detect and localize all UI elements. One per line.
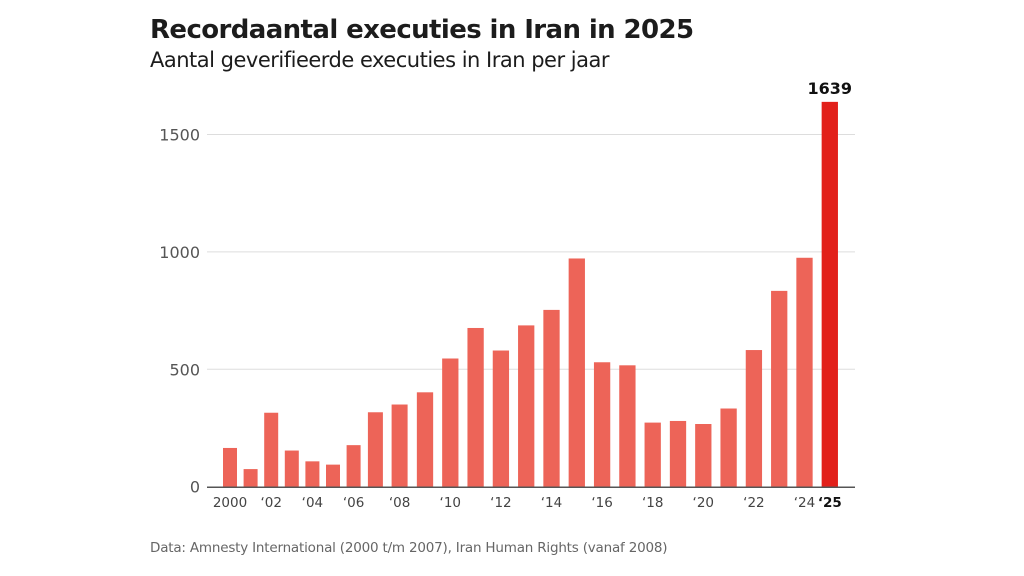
bar-2018 — [644, 422, 661, 487]
highlight-value-label: 1639 — [808, 79, 853, 98]
bar-2005 — [326, 464, 340, 487]
x-tick-label: ‘18 — [642, 495, 663, 511]
y-tick-label: 0 — [190, 478, 200, 497]
x-tick-label: ‘02 — [260, 495, 281, 511]
bar-2021 — [720, 408, 737, 487]
bar-2025 — [821, 101, 838, 487]
bar-2017 — [619, 365, 636, 487]
x-tick-label: ‘14 — [541, 495, 562, 511]
bar-2024 — [796, 257, 813, 487]
bar-2020 — [695, 424, 712, 487]
bar-2019 — [669, 420, 687, 487]
x-tick-label: ‘16 — [591, 495, 612, 511]
bar-2012 — [492, 350, 510, 487]
value-labels: 1639 — [808, 79, 853, 98]
bar-2022 — [745, 350, 763, 487]
y-tick-label: 1500 — [159, 126, 200, 145]
bar-2009 — [416, 392, 434, 487]
bar-2010 — [442, 358, 459, 487]
x-tick-label: ‘06 — [343, 495, 364, 511]
bar-2004 — [305, 461, 320, 487]
bar-2023 — [771, 290, 788, 487]
y-tick-label: 500 — [169, 360, 200, 379]
x-tick-label: ‘04 — [302, 495, 323, 511]
chart-title: Recordaantal executies in Iran in 2025 — [150, 15, 694, 45]
x-tick-label: ‘12 — [490, 495, 511, 511]
source-note: Data: Amnesty International (2000 t/m 20… — [150, 540, 668, 556]
x-tick-label: ‘22 — [743, 495, 764, 511]
x-tick-label: ‘20 — [693, 495, 714, 511]
x-tick-label: ‘25 — [818, 495, 842, 511]
bar-2006 — [346, 445, 361, 487]
bar-2003 — [284, 450, 299, 487]
chart-subtitle: Aantal geverifieerde executies in Iran p… — [150, 48, 609, 72]
y-tick-label: 1000 — [159, 243, 200, 262]
bar-2013 — [518, 325, 535, 487]
bar-2015 — [568, 258, 585, 487]
y-axis: 0 500 1000 1500 — [159, 126, 200, 497]
x-axis: 2000 ‘02 ‘04 ‘06 ‘08 ‘10 ‘12 ‘14 ‘16 ‘18 ‘20 ‘22 ‘24… — [213, 495, 842, 511]
bar-2011 — [467, 327, 484, 487]
bar-2016 — [593, 362, 611, 487]
bars — [223, 101, 838, 487]
x-tick-label: ‘24 — [794, 495, 815, 511]
bar-2014 — [543, 309, 560, 487]
bar-2001 — [243, 469, 258, 487]
x-tick-label: 2000 — [213, 495, 247, 511]
bar-2000 — [223, 447, 237, 487]
bar-2008 — [391, 404, 408, 487]
bar-2007 — [367, 412, 383, 487]
bar-2002 — [264, 412, 279, 487]
x-tick-label: ‘10 — [440, 495, 461, 511]
x-tick-label: ‘08 — [389, 495, 410, 511]
